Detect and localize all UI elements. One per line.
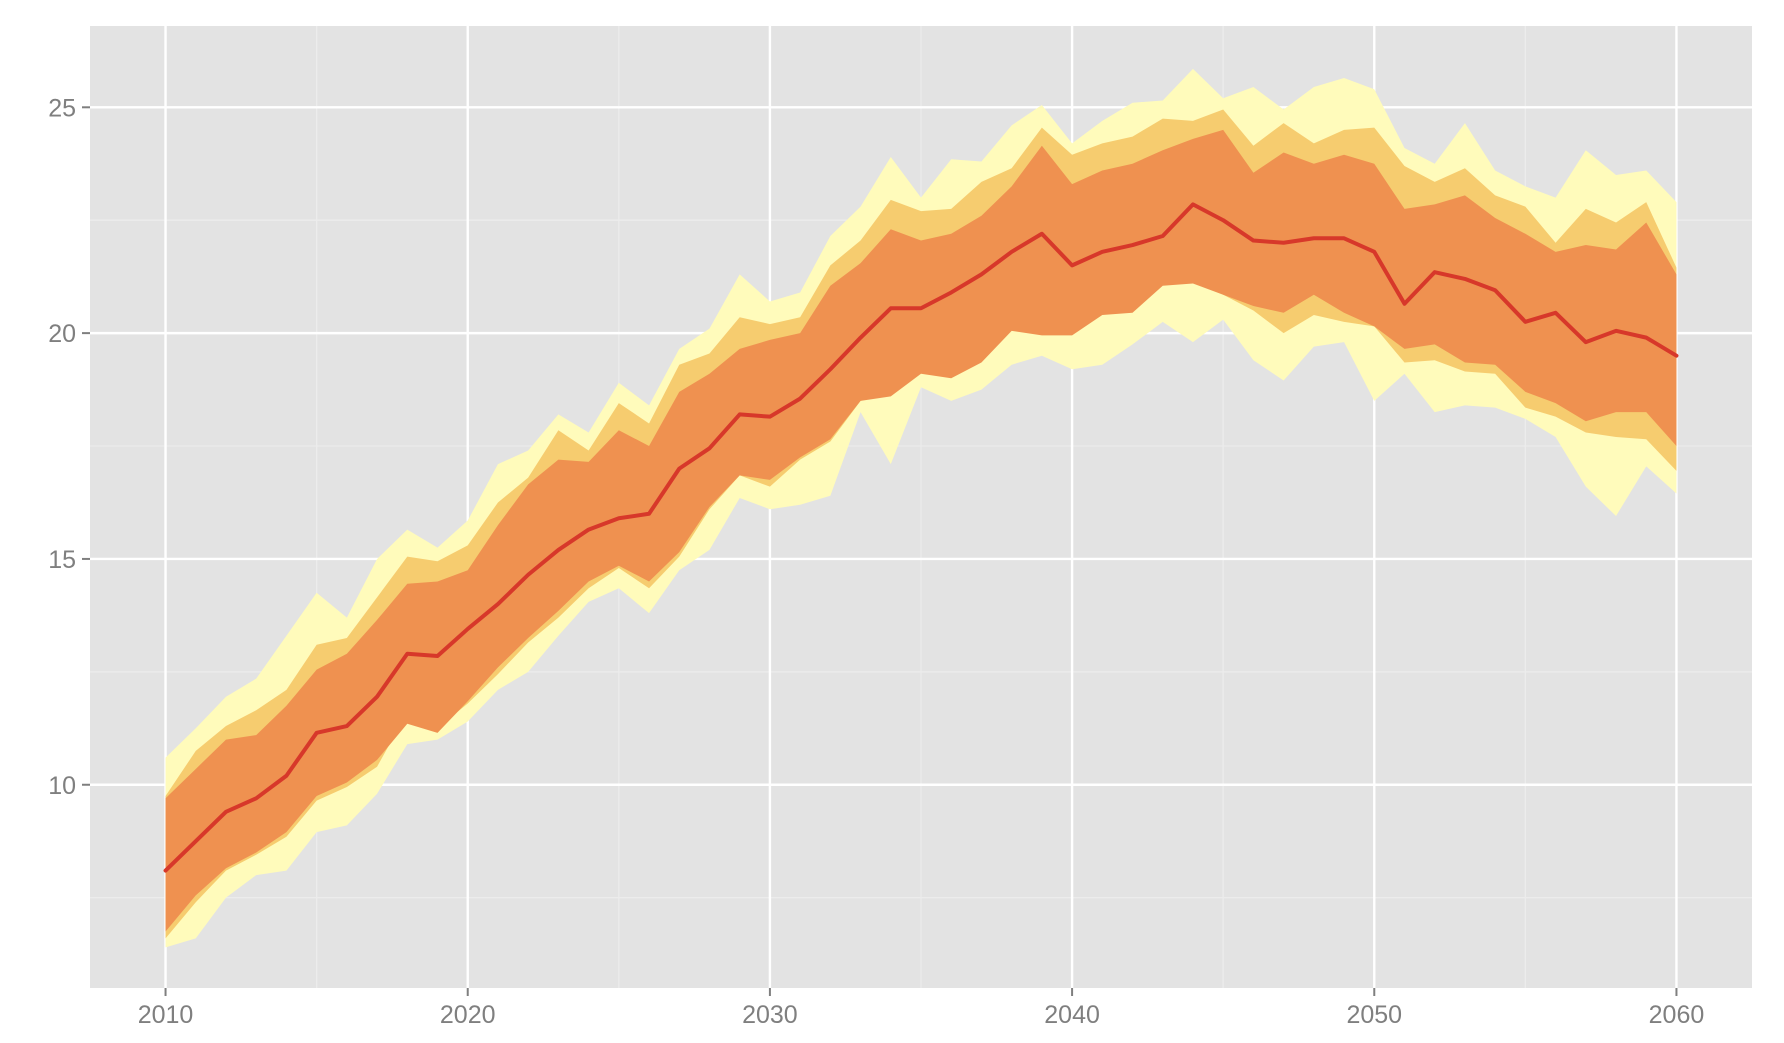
y-tick-label: 25 bbox=[48, 94, 76, 122]
y-tick-label: 10 bbox=[48, 772, 76, 800]
x-tick-label: 2010 bbox=[138, 1001, 194, 1029]
inner-band-area bbox=[165, 129, 1677, 932]
middle-band-area bbox=[165, 109, 1677, 939]
x-tick-label: 2050 bbox=[1346, 1001, 1402, 1029]
median-line bbox=[163, 202, 1679, 873]
uncertainty-bands bbox=[165, 68, 1677, 948]
y-tick-label: 15 bbox=[48, 546, 76, 574]
y-axis: 10 15 20 25 bbox=[48, 94, 90, 800]
median-series bbox=[163, 202, 1679, 873]
x-tick-label: 2060 bbox=[1649, 1001, 1705, 1029]
y-tick-label: 20 bbox=[48, 320, 76, 348]
x-tick-label: 2020 bbox=[440, 1001, 496, 1029]
x-tick-label: 2030 bbox=[742, 1001, 798, 1029]
x-axis: 2010 2020 2030 2040 2050 2060 bbox=[138, 988, 1705, 1029]
x-tick-label: 2040 bbox=[1044, 1001, 1100, 1029]
